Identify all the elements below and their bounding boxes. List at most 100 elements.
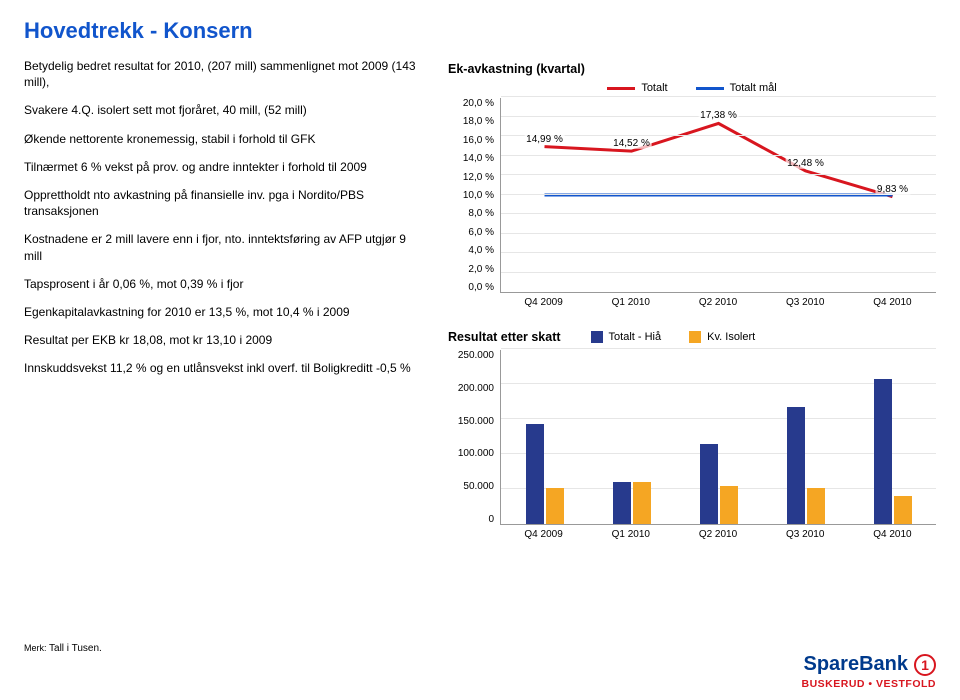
xtick-label: Q1 2010 <box>587 525 674 540</box>
gridline <box>501 155 936 156</box>
xtick-label: Q2 2010 <box>674 525 761 540</box>
ytick-label: 150.000 <box>458 416 494 427</box>
bar <box>807 488 825 524</box>
legend-item: Kv. Isolert <box>689 331 755 343</box>
bullet-text: Opprettholdt nto avkastning på finansiel… <box>24 187 424 219</box>
slide-root: Hovedtrekk - Konsern Betydelig bedret re… <box>0 0 960 700</box>
gridline <box>501 233 936 234</box>
bar-group <box>526 424 564 524</box>
bar-chart-yaxis: 250.000 200.000 150.000 100.000 50.000 0 <box>448 350 500 525</box>
bar-chart: Resultat etter skatt Totalt - Hiå Kv. Iso… <box>448 330 936 540</box>
bar <box>633 482 651 524</box>
footnote-text: Tall i Tusen. <box>49 643 102 654</box>
ytick-label: 250.000 <box>458 350 494 361</box>
ytick-label: 6,0 % <box>468 227 494 238</box>
ytick-label: 14,0 % <box>463 153 494 164</box>
legend-label: Totalt <box>641 82 667 94</box>
line-chart-svg <box>501 98 936 292</box>
bar <box>720 486 738 525</box>
bar <box>874 379 892 524</box>
bullet-text: Økende nettorente kronemessig, stabil i … <box>24 131 424 147</box>
xtick-label: Q1 2010 <box>587 293 674 308</box>
gridline <box>501 174 936 175</box>
xtick-label: Q2 2010 <box>674 293 761 308</box>
brand-name: SpareBank <box>804 653 909 676</box>
legend-label: Kv. Isolert <box>707 331 755 343</box>
footnote-prefix: Merk: <box>24 643 49 653</box>
bar-group <box>613 482 651 524</box>
legend-item: Totalt - Hiå <box>591 331 662 343</box>
bar <box>526 424 544 524</box>
brand-logo-row: SpareBank 1 <box>804 653 937 676</box>
gridline <box>501 252 936 253</box>
data-point-label: 12,48 % <box>785 158 826 169</box>
data-point-label: 14,52 % <box>611 138 652 149</box>
bar <box>546 488 564 524</box>
bar-chart-plot <box>500 350 936 525</box>
ytick-label: 100.000 <box>458 448 494 459</box>
bar-chart-title: Resultat etter skatt <box>448 330 561 344</box>
ytick-label: 4,0 % <box>468 245 494 256</box>
bullet-column: Betydelig bedret resultat for 2010, (207… <box>24 58 424 540</box>
bullet-text: Kostnadene er 2 mill lavere enn i fjor, … <box>24 231 424 263</box>
bullet-text: Svakere 4.Q. isolert sett mot fjoråret, … <box>24 102 424 118</box>
bar <box>894 496 912 524</box>
gridline <box>501 383 936 384</box>
xtick-label: Q4 2009 <box>500 525 587 540</box>
data-point-label: 17,38 % <box>698 110 739 121</box>
charts-column: Ek-avkastning (kvartal) Totalt Totalt mål… <box>448 58 936 540</box>
legend-swatch <box>689 331 701 343</box>
bar <box>787 407 805 524</box>
legend-item: Totalt mål <box>696 82 777 94</box>
bar-chart-body: 250.000 200.000 150.000 100.000 50.000 0 <box>448 350 936 525</box>
gridline <box>501 272 936 273</box>
legend-swatch <box>696 87 724 90</box>
brand-logo: SpareBank 1 BUSKERUD • VESTFOLD <box>801 653 936 690</box>
brand-subtitle: BUSKERUD • VESTFOLD <box>801 678 936 690</box>
gridline <box>501 135 936 136</box>
data-point-label: 9,83 % <box>875 183 910 194</box>
xtick-label: Q3 2010 <box>762 525 849 540</box>
bar-group <box>787 407 825 524</box>
footnote: Merk: Tall i Tusen. <box>24 643 102 654</box>
bullet-text: Tilnærmet 6 % vekst på prov. og andre in… <box>24 159 424 175</box>
line-chart-title: Ek-avkastning (kvartal) <box>448 62 936 76</box>
xtick-label: Q4 2010 <box>849 525 936 540</box>
ytick-label: 20,0 % <box>463 98 494 109</box>
line-chart-legend: Totalt Totalt mål <box>448 82 936 94</box>
legend-swatch <box>607 87 635 90</box>
bar <box>700 444 718 525</box>
ytick-label: 16,0 % <box>463 135 494 146</box>
xtick-label: Q4 2010 <box>849 293 936 308</box>
legend-item: Totalt <box>607 82 667 94</box>
line-chart-yaxis: 20,0 %18,0 %16,0 %14,0 %12,0 %10,0 %8,0 … <box>448 98 500 293</box>
line-chart: Ek-avkastning (kvartal) Totalt Totalt mål… <box>448 62 936 308</box>
data-point-label: 14,99 % <box>524 133 565 144</box>
ytick-label: 10,0 % <box>463 190 494 201</box>
gridline <box>501 348 936 349</box>
columns: Betydelig bedret resultat for 2010, (207… <box>24 58 936 540</box>
ytick-label: 2,0 % <box>468 264 494 275</box>
bar <box>613 482 631 524</box>
brand-mark-icon: 1 <box>914 654 936 676</box>
ytick-label: 12,0 % <box>463 172 494 183</box>
ytick-label: 8,0 % <box>468 208 494 219</box>
bar-chart-legend: Totalt - Hiå Kv. Isolert <box>591 331 756 343</box>
bar-group <box>874 379 912 524</box>
gridline <box>501 96 936 97</box>
bullet-text: Betydelig bedret resultat for 2010, (207… <box>24 58 424 90</box>
ytick-label: 0,0 % <box>468 282 494 293</box>
bar-chart-xaxis: Q4 2009Q1 2010Q2 2010Q3 2010Q4 2010 <box>500 525 936 540</box>
legend-swatch <box>591 331 603 343</box>
ytick-label: 50.000 <box>463 481 494 492</box>
legend-label: Totalt - Hiå <box>609 331 662 343</box>
line-chart-body: 20,0 %18,0 %16,0 %14,0 %12,0 %10,0 %8,0 … <box>448 98 936 293</box>
ytick-label: 0 <box>488 514 494 525</box>
gridline <box>501 418 936 419</box>
page-title: Hovedtrekk - Konsern <box>24 18 936 44</box>
xtick-label: Q4 2009 <box>500 293 587 308</box>
bar-group <box>700 444 738 525</box>
bullet-text: Tapsprosent i år 0,06 %, mot 0,39 % i fj… <box>24 276 424 292</box>
ytick-label: 200.000 <box>458 383 494 394</box>
bullet-text: Resultat per EKB kr 18,08, mot kr 13,10 … <box>24 332 424 348</box>
